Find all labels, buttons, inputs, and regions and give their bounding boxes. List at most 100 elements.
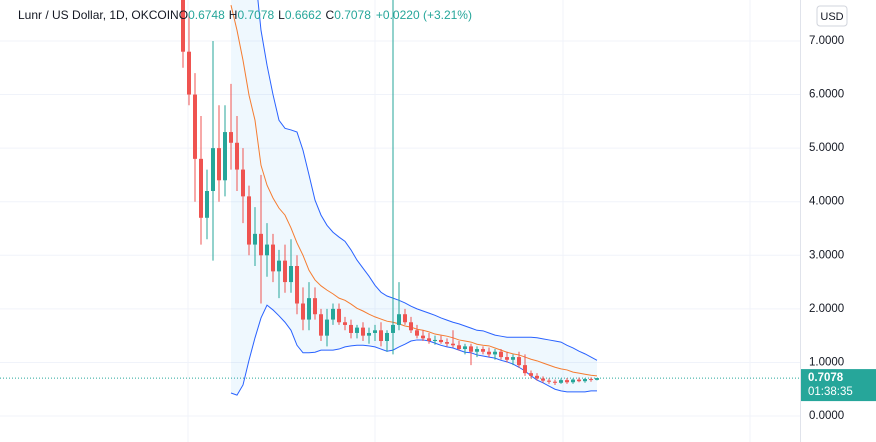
legend-key: O [179,8,188,22]
candle-body [421,335,425,339]
currency-box[interactable] [816,5,848,27]
candle-body [361,327,365,336]
candle-body [529,373,533,376]
candle-body [439,339,443,343]
band-line [230,4,598,377]
last-price-label: 0.7078 [808,372,844,384]
y-tick-label: 2.0000 [809,303,844,315]
legend-title: Lunr / US Dollar, 1D, OKCOIN [18,8,179,22]
candle-body [283,260,287,283]
candle-body [193,94,197,159]
legend: Lunr / US Dollar, 1D, OKCOINO0.6748 H0.70… [18,8,472,22]
candle-body [217,148,221,181]
candle-body [553,381,557,383]
candle-body [337,308,341,323]
candle-body [505,357,509,360]
candle-body [325,319,329,336]
candle-body [541,378,545,381]
candle-body [499,351,503,358]
candle-body [583,379,587,382]
candle-body [415,330,419,336]
grid [0,40,800,417]
candle-body [181,0,185,52]
candle-body [469,346,473,352]
candle-body [523,365,527,374]
candle-body [355,327,359,333]
currency-label[interactable]: USD [820,11,843,23]
y-tick-label: 1.0000 [809,356,844,368]
candle-body [475,349,479,352]
candle-body [319,314,323,336]
legend-value: 0.6662 [285,8,322,22]
candle-body [409,322,413,331]
candle-body [427,338,431,342]
candle-body [301,303,305,320]
y-tick-label: 3.0000 [809,249,844,261]
last-price-box [801,369,876,402]
y-tick-label: 6.0000 [809,89,844,101]
candle-body [211,148,215,191]
candle-body [331,308,335,320]
countdown-label: 01:38:35 [808,386,853,398]
candle-body [559,380,563,383]
candle-body [373,330,377,333]
candle-body [367,332,371,336]
currency-button[interactable]: USD [816,5,848,27]
legend-key: H [229,8,238,22]
candle-body [481,349,485,352]
candle-body [577,379,581,382]
candle-body [547,380,551,382]
legend-key: L [278,8,285,22]
candle-body [277,260,281,272]
legend-key: C [326,8,335,22]
candle-body [295,266,299,304]
legend-change: +0.0220 (+3.21%) [376,8,472,22]
y-tick-label: 4.0000 [809,196,844,208]
candle-body [313,298,317,315]
candle-body [403,314,407,323]
legend-value: 0.7078 [334,8,371,22]
candle-body [307,298,311,320]
y-tick-label: 5.0000 [809,142,844,154]
candle-body [535,375,539,379]
plot [181,0,599,396]
candle-body [271,244,275,272]
candle-body [187,51,191,95]
candle-body [205,190,209,218]
candle-body [259,233,263,256]
candle-body [463,346,467,350]
candle-body [433,339,437,342]
candle-body [391,324,395,333]
time-grid [187,0,751,442]
y-tick-label: 0.0000 [809,410,844,422]
candle-body [589,379,593,381]
candle-body [451,343,455,346]
candle-body [199,158,203,218]
candle-body [457,345,461,350]
candle-body [565,380,569,383]
candle-body [493,351,497,355]
y-tick-label: 7.0000 [809,35,844,47]
candle-body [289,266,293,283]
candle-body [241,169,245,197]
candle-body [385,332,389,342]
candle-body [595,378,599,380]
band-fill [231,0,597,396]
candle-body [397,314,401,325]
candle-body [235,142,239,170]
candle-body [517,357,521,366]
legend-value: 0.7078 [237,8,274,22]
candle-body [487,351,491,355]
candle-body [253,233,257,245]
candle-body [511,357,515,360]
band-line [230,304,597,396]
band-line [257,0,598,361]
candle-body [445,342,449,344]
candle-body [229,132,233,143]
candle-body [349,324,353,333]
candle-body [247,196,251,245]
legend-value: 0.6748 [188,8,225,22]
candle-body [265,244,269,256]
price-axis: 0.0000 1.0000 2.0000 3.0000 4.0000 5.0000 6.00… [801,35,876,422]
